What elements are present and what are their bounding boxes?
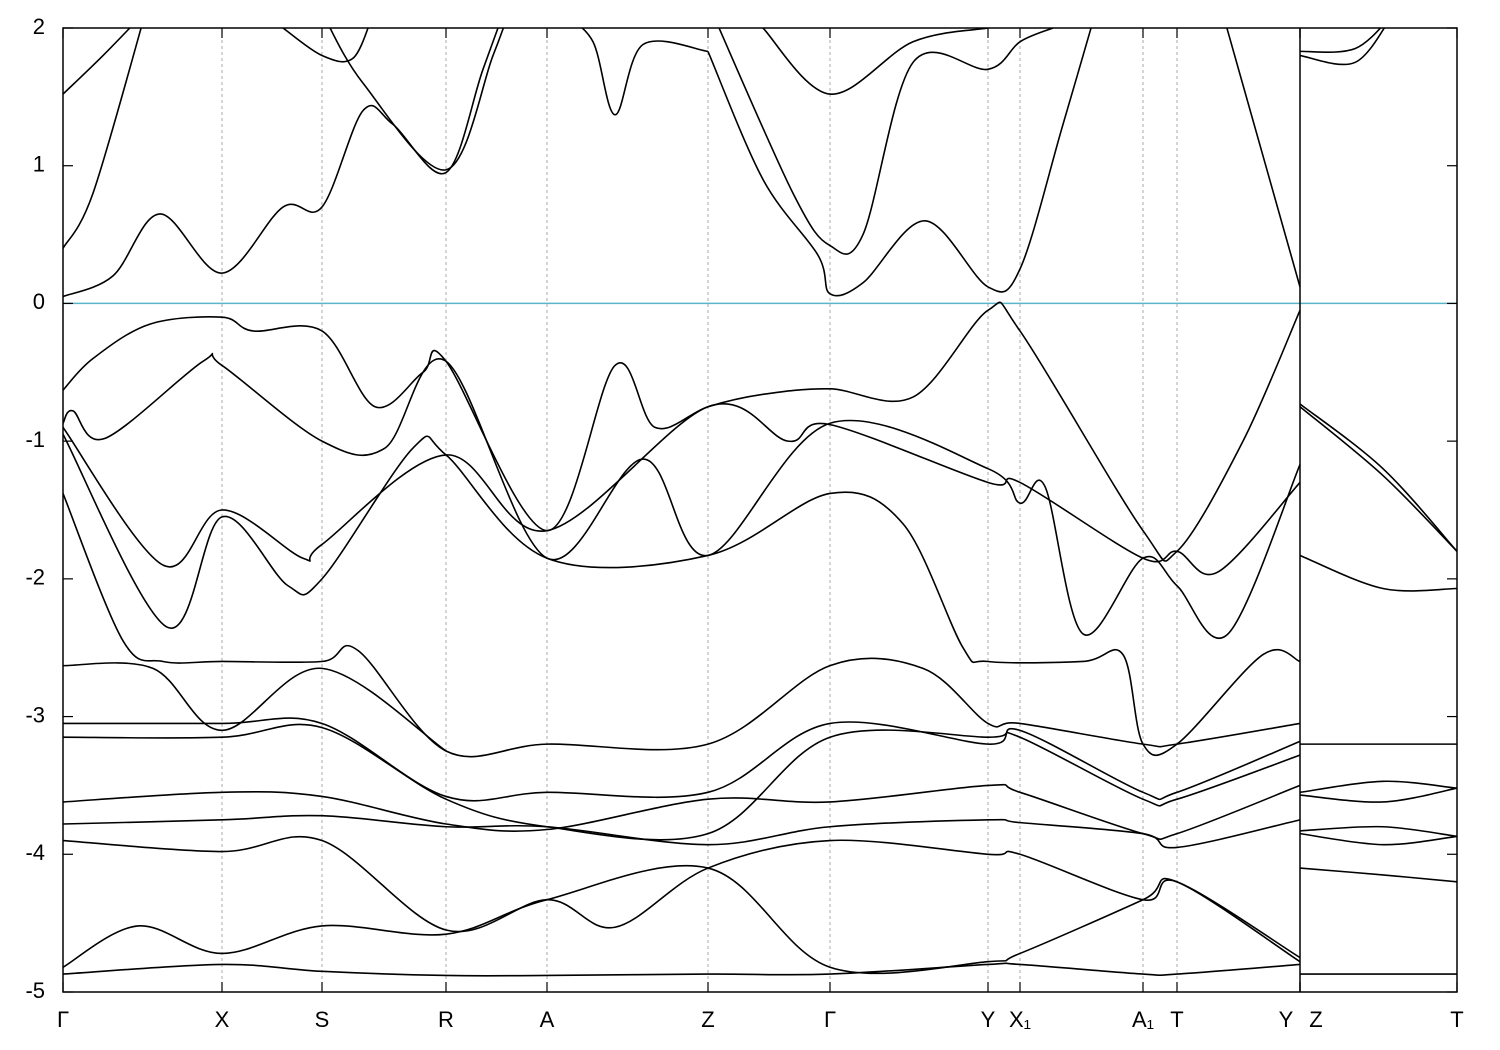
band-line xyxy=(1299,780,1457,794)
x-tick-label: X xyxy=(215,1007,230,1032)
x-tick-label: R xyxy=(438,1007,454,1032)
y-tick-label: -2 xyxy=(25,565,45,590)
band-line xyxy=(1299,406,1457,552)
band-line xyxy=(282,28,369,63)
band-line xyxy=(329,28,505,171)
band-line xyxy=(63,28,142,249)
band-line xyxy=(762,28,989,95)
x-tick-label: S xyxy=(315,1007,330,1032)
band-line xyxy=(1299,28,1382,53)
x-tick-label: Y xyxy=(1279,1007,1294,1032)
x-tick-label: Z xyxy=(701,1007,714,1032)
band-line xyxy=(63,717,1301,802)
x-tick-label: X₁ xyxy=(1009,1007,1031,1032)
band-line xyxy=(63,493,1301,758)
x-tick-label: Z xyxy=(1309,1007,1322,1032)
band-line xyxy=(63,814,1301,849)
x-tick-label: T xyxy=(1170,1007,1183,1032)
y-tick-label: 0 xyxy=(33,289,45,314)
y-tick-label: -3 xyxy=(25,702,45,727)
x-tick-label: T xyxy=(1450,1007,1463,1032)
plot-frame xyxy=(62,27,1458,993)
bands-layer xyxy=(63,28,1457,977)
band-line xyxy=(707,28,1092,297)
y-tick-label: -5 xyxy=(25,978,45,1003)
band-line xyxy=(63,403,1301,576)
band-line xyxy=(1299,787,1457,803)
y-tick-label: -4 xyxy=(25,840,45,865)
x-tick-label: Γ xyxy=(824,1007,836,1032)
band-line xyxy=(581,28,709,116)
y-tick-label: 2 xyxy=(33,14,45,39)
band-line xyxy=(63,28,499,298)
band-line xyxy=(63,962,1301,977)
x-tick-label: A₁ xyxy=(1132,1007,1154,1032)
x-tick-label: Γ xyxy=(57,1007,69,1032)
band-line xyxy=(63,864,1301,975)
band-line xyxy=(63,723,1301,841)
band-line xyxy=(63,352,1301,639)
band-line xyxy=(1299,867,1457,883)
band-line xyxy=(63,433,1301,757)
x-tick-label: Y xyxy=(981,1007,996,1032)
x-tick-label: A xyxy=(540,1007,555,1032)
band-line xyxy=(63,301,1301,562)
y-tick-label: -1 xyxy=(25,427,45,452)
band-line xyxy=(63,28,131,95)
band-line xyxy=(1299,403,1457,552)
band-line xyxy=(1299,832,1457,846)
band-line xyxy=(63,662,447,752)
band-line xyxy=(1226,28,1301,288)
band-line xyxy=(1299,825,1457,838)
band-line xyxy=(718,28,1054,255)
y-tick-label: 1 xyxy=(33,152,45,177)
band-line xyxy=(1299,554,1457,592)
band-line xyxy=(1299,28,1386,66)
